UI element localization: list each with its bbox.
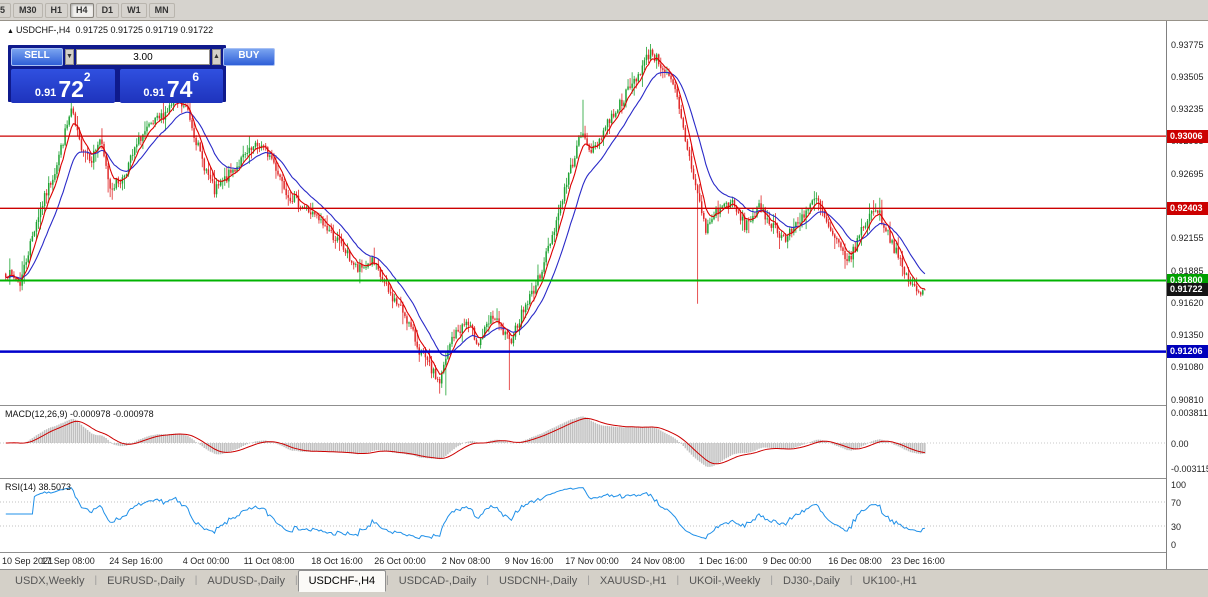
timeframe-toolbar: 5 M30 H1 H4 D1 W1 MN xyxy=(0,0,1208,21)
chart-tab-uk100-h1[interactable]: UK100-,H1 xyxy=(862,575,917,587)
tab-separator: | xyxy=(849,574,853,586)
price-axis-label: 0.91885 xyxy=(1171,266,1204,276)
ask-price-prefix: 0.91 xyxy=(143,87,165,99)
chart-tab-usdcad-daily[interactable]: USDCAD-,Daily xyxy=(398,575,477,587)
bid-price-button[interactable]: 0.91 72 2 xyxy=(11,69,115,103)
chart-symbol-period: USDCHF-,H4 xyxy=(15,25,71,35)
macd-axis-label: 0.003811 xyxy=(1171,408,1208,418)
timeframe-button-h1[interactable]: H1 xyxy=(44,2,69,18)
chart-tab-usdx-weekly[interactable]: USDX,Weekly xyxy=(15,575,85,587)
price-tag: 0.91722 xyxy=(1167,283,1208,296)
macd-indicator-canvas[interactable] xyxy=(0,406,1166,478)
timeframe-button-m30[interactable]: M30 xyxy=(13,2,43,18)
macd-indicator-label: MACD(12,26,9) -0.000978 -0.000978 xyxy=(5,409,154,419)
ask-price-pipette: 6 xyxy=(192,70,200,84)
tab-separator: | xyxy=(486,574,490,586)
price-axis-label: 0.91080 xyxy=(1171,362,1204,372)
time-axis-label: 10 Sep 2021 xyxy=(2,556,54,566)
price-direction-up-icon: ▲ xyxy=(7,28,14,35)
price-axis[interactable]: 0.937750.935050.932350.929650.926950.924… xyxy=(1166,21,1208,569)
panel-separator[interactable] xyxy=(0,478,1166,479)
panel-separator xyxy=(0,552,1166,553)
bid-price-big-digits: 72 xyxy=(58,76,84,102)
ask-price-big-digits: 74 xyxy=(166,76,193,102)
chart-tab-dj30-daily[interactable]: DJ30-,Daily xyxy=(783,575,840,587)
time-axis-label: 9 Dec 00:00 xyxy=(762,556,812,566)
time-axis-label: 26 Oct 00:00 xyxy=(374,556,426,566)
time-axis-label: 24 Sep 16:00 xyxy=(109,556,163,566)
price-axis-label: 0.93235 xyxy=(1171,104,1204,114)
chart-title: ▲ USDCHF-,H4 0.91725 0.91725 0.91719 0.917… xyxy=(7,25,213,35)
rsi-indicator-canvas[interactable] xyxy=(0,479,1166,552)
time-axis-label: 23 Dec 16:00 xyxy=(891,556,945,566)
one-click-trading-panel: SELL ▼ ▲ BUY 0.91 72 2 0.91 74 6 xyxy=(8,45,275,103)
volume-increase-button[interactable]: ▲ xyxy=(211,49,221,65)
time-axis-label: 16 Dec 08:00 xyxy=(828,556,882,566)
tab-separator: | xyxy=(770,574,774,586)
ask-price-button[interactable]: 0.91 74 6 xyxy=(119,69,223,103)
tab-separator: | xyxy=(587,574,590,586)
chart-ohlc-values: 0.91725 0.91725 0.91719 0.91722 xyxy=(75,25,214,35)
time-axis-label: 17 Sep 08:00 xyxy=(41,556,95,566)
tab-separator: | xyxy=(294,574,298,586)
time-axis-label: 11 Oct 08:00 xyxy=(243,556,295,566)
bid-price-pipette: 2 xyxy=(83,70,91,84)
chart-tab-ukoil-weekly[interactable]: UKOil-,Weekly xyxy=(689,575,761,587)
time-axis-label: 9 Nov 16:00 xyxy=(504,556,554,566)
timeframe-button-h4[interactable]: H4 xyxy=(70,2,94,18)
chart-tab-xauusd-h1[interactable]: XAUUSD-,H1 xyxy=(599,575,667,587)
time-axis-label: 17 Nov 00:00 xyxy=(565,556,619,566)
chart-tab-usdcnh-daily[interactable]: USDCNH-,Daily xyxy=(499,575,578,587)
price-tag: 0.92403 xyxy=(1167,202,1208,215)
volume-input[interactable] xyxy=(75,49,210,65)
rsi-axis-label: 30 xyxy=(1171,522,1182,532)
rsi-axis-label: 100 xyxy=(1171,480,1187,490)
time-axis-label: 18 Oct 16:00 xyxy=(311,556,363,566)
price-axis-label: 0.90810 xyxy=(1171,395,1204,405)
rsi-axis-label: 0 xyxy=(1171,540,1177,550)
timeframe-button-d1[interactable]: D1 xyxy=(95,2,120,18)
chart-tab-bar: USDX,Weekly | EURUSD-,Daily | AUDUSD-,Daily |… xyxy=(0,569,1208,592)
rsi-indicator-label: RSI(14) 38.5073 xyxy=(5,482,72,492)
time-axis-label: 4 Oct 00:00 xyxy=(182,556,230,566)
price-axis-label: 0.91350 xyxy=(1171,330,1204,340)
tab-separator: | xyxy=(386,574,389,586)
chart-tab-eurusd-daily[interactable]: EURUSD-,Daily xyxy=(107,575,185,587)
macd-axis-label: -0.003115 xyxy=(1171,464,1208,474)
timeframe-button-5[interactable]: 5 xyxy=(0,2,12,18)
timeframe-button-w1[interactable]: W1 xyxy=(121,2,147,18)
timeframe-button-mn[interactable]: MN xyxy=(148,2,175,18)
price-axis-label: 0.93775 xyxy=(1171,40,1204,50)
bid-price-prefix: 0.91 xyxy=(34,87,57,99)
rsi-axis-label: 70 xyxy=(1171,498,1182,508)
sell-button[interactable]: SELL xyxy=(11,48,63,66)
price-tag: 0.93006 xyxy=(1167,130,1208,143)
buy-button[interactable]: BUY xyxy=(222,48,275,66)
time-axis-label: 2 Nov 08:00 xyxy=(441,556,491,566)
time-axis[interactable]: 10 Sep 2021 17 Sep 08:00 24 Sep 16:00 4 Oct… xyxy=(0,553,1166,569)
tab-separator: | xyxy=(194,574,198,586)
price-axis-label: 0.92695 xyxy=(1171,169,1204,179)
panel-separator[interactable] xyxy=(0,405,1166,406)
chart-tab-audusd-daily[interactable]: AUDUSD-,Daily xyxy=(207,575,285,587)
volume-decrease-button[interactable]: ▼ xyxy=(65,49,74,65)
tab-separator: | xyxy=(94,574,98,586)
chart-tab-usdchf-h4[interactable]: USDCHF-,H4 xyxy=(297,570,387,592)
price-axis-label: 0.92155 xyxy=(1171,233,1204,243)
price-tag: 0.91206 xyxy=(1167,345,1208,358)
price-axis-label: 0.91620 xyxy=(1171,298,1204,308)
time-axis-label: 24 Nov 08:00 xyxy=(631,556,685,566)
tab-separator: | xyxy=(676,574,680,586)
time-axis-label: 1 Dec 16:00 xyxy=(698,556,748,566)
price-axis-label: 0.93505 xyxy=(1171,72,1204,82)
macd-axis-label: 0.00 xyxy=(1171,439,1189,449)
